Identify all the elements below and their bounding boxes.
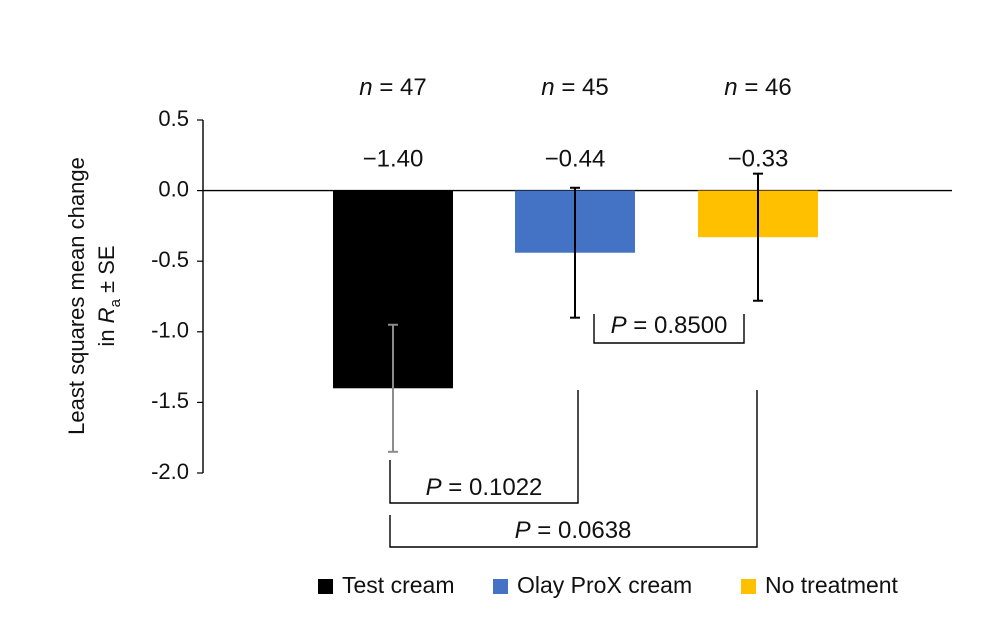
axes-group: 0.5 0.0 -0.5 -1.0 -1.5 -2.0 [151,106,952,484]
y-tick-label: -1.5 [151,388,189,413]
legend-item: Olay ProX cream [493,572,692,598]
p-value-label: P = 0.8500 [611,312,728,339]
y-tick-label: 0.0 [158,176,189,201]
value-label: −0.44 [545,145,606,172]
comparisons-group: P = 0.8500 P = 0.1022 P = 0.0638 [389,312,758,548]
legend-swatch [741,579,756,594]
y-axis-title-subscript: a [107,298,124,307]
y-tick-label: 0.5 [158,106,189,131]
legend-label: Test cream [342,572,454,598]
legend-swatch [318,579,333,594]
comparison-bracket [389,390,758,548]
y-axis-title: Least squares mean change in Ra ± SE [64,157,125,435]
legend-swatch [493,579,508,594]
y-axis-title-variable: R [94,307,119,323]
legend-label: Olay ProX cream [517,572,692,598]
comparison-bracket [593,314,745,344]
legend: Test cream Olay ProX cream No treatment [318,572,899,598]
y-axis-title-prefix: in [94,323,119,346]
legend-label: No treatment [765,572,899,598]
n-label: n = 46 [724,74,791,101]
y-tick-label: -2.0 [151,459,189,484]
value-label: −0.33 [728,145,789,172]
p-value-label: P = 0.1022 [426,474,543,501]
annotations-group: n = 47 n = 45 n = 46 −1.40 −0.44 −0.33 [359,74,791,172]
y-tick-label: -0.5 [151,247,189,272]
y-tick-label: -1.0 [151,318,189,343]
y-axis-title-line-2: in Ra ± SE [94,245,125,346]
comparison-bracket [389,390,579,504]
legend-item: No treatment [741,572,899,598]
y-axis-title-line-1: Least squares mean change [64,157,89,435]
legend-item: Test cream [318,572,454,598]
value-label: −1.40 [363,145,424,172]
y-axis-title-suffix: ± SE [94,245,119,299]
n-label: n = 47 [359,74,426,101]
p-value-label: P = 0.0638 [515,517,632,544]
error-bars-group [388,172,763,453]
n-label: n = 45 [541,74,608,101]
